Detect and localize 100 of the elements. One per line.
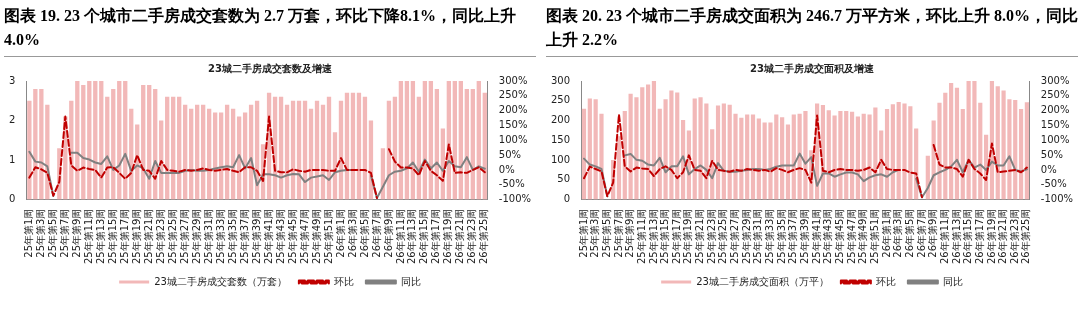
x-tick-label: 25年第49周 — [857, 208, 869, 264]
bar — [890, 104, 895, 200]
bar — [721, 103, 726, 200]
x-tick-label: 26年第21周 — [454, 208, 466, 264]
x-tick-label: 25年第47周 — [845, 208, 857, 264]
bar — [177, 96, 182, 200]
y-tick-label: 300 — [550, 74, 571, 86]
x-tick-label: 26年第23周 — [1008, 208, 1020, 264]
x-tick-label: 25年第9周 — [624, 208, 636, 258]
y-tick-label: 3 — [8, 74, 16, 86]
y2-tick-label: -100% — [498, 193, 532, 205]
y-tick-label: 2 — [8, 114, 16, 126]
x-tick-label: 25年第45周 — [286, 208, 298, 264]
bar — [1024, 102, 1029, 200]
x-tick-label: 26年第1周 — [334, 208, 346, 258]
legend-label: 环比 — [333, 275, 354, 287]
legend-label: 同比 — [400, 275, 421, 287]
x-tick-label: 25年第7周 — [58, 208, 70, 258]
x-tick-label: 26年第3周 — [892, 208, 904, 258]
x-tick-label: 25年第3周 — [589, 208, 601, 258]
x-tick-label: 26年第15周 — [962, 208, 974, 264]
bar — [581, 108, 587, 200]
y2-tick-label: 100% — [1040, 133, 1070, 145]
bar — [404, 81, 410, 200]
y2-tick-label: 250% — [498, 89, 528, 101]
x-tick-label: 25年第1周 — [577, 208, 589, 258]
bar — [646, 84, 651, 200]
x-tick-label: 25年第31周 — [202, 208, 214, 264]
x-tick-label: 26年第11周 — [938, 208, 950, 264]
x-tick-label: 25年第25周 — [717, 208, 729, 264]
x-tick-label: 25年第17周 — [118, 208, 130, 264]
y2-tick-label: 200% — [1040, 104, 1070, 116]
x-tick-label: 25年第13周 — [94, 208, 106, 264]
x-tick-label: 25年第29周 — [740, 208, 752, 264]
chart-title: 图表 19. 23 个城市二手房成交套数为 2.7 万套，环比下降8.1%，同比上升 4.0% — [4, 0, 536, 57]
x-tick-label: 25年第23周 — [154, 208, 166, 264]
x-tick-label: 25年第47周 — [298, 208, 310, 264]
x-tick-label: 26年第15周 — [418, 208, 430, 264]
legend-label: 23城二手房成交面积（万平） — [696, 275, 829, 287]
x-tick-label: 25年第41周 — [262, 208, 274, 264]
x-tick-label: 26年第9周 — [927, 208, 939, 258]
x-tick-label: 25年第33周 — [764, 208, 776, 264]
bar — [849, 111, 855, 200]
x-tick-label: 25年第19周 — [130, 208, 142, 264]
x-tick-label: 25年第15周 — [106, 208, 118, 264]
x-tick-label: 26年第5周 — [358, 208, 370, 258]
y2-tick-label: -50% — [498, 178, 525, 190]
x-tick-label: 25年第13周 — [647, 208, 659, 264]
x-tick-label: 26年第19周 — [985, 208, 997, 264]
x-tick-label: 25年第1周 — [22, 208, 34, 258]
x-tick-label: 26年第25周 — [478, 208, 490, 264]
x-tick-label: 26年第9周 — [382, 208, 394, 258]
x-tick-label: 26年第7周 — [370, 208, 382, 258]
y2-tick-label: 0% — [498, 163, 515, 175]
y-tick-label: 0 — [563, 193, 571, 205]
y2-tick-label: 150% — [498, 119, 528, 131]
x-tick-label: 25年第3周 — [34, 208, 46, 258]
y2-tick-label: 100% — [498, 133, 528, 145]
bar — [780, 117, 785, 200]
y2-tick-label: 50% — [1040, 148, 1064, 160]
y2-tick-label: 0% — [1040, 163, 1057, 175]
legend-label: 同比 — [942, 275, 963, 287]
x-tick-label: 25年第51周 — [868, 208, 880, 264]
x-tick-label: 25年第35周 — [775, 208, 787, 264]
y-tick-label: 250 — [550, 94, 571, 106]
bar — [350, 92, 356, 200]
y-tick-label: 1 — [8, 153, 16, 165]
bar — [476, 81, 481, 200]
x-tick-label: 25年第15周 — [659, 208, 671, 264]
y2-tick-label: 200% — [498, 104, 528, 116]
y-tick-label: 150 — [550, 133, 571, 145]
bar — [750, 114, 756, 200]
x-tick-label: 25年第33周 — [214, 208, 226, 264]
x-tick-label: 25年第39周 — [250, 208, 262, 264]
y2-tick-label: 300% — [1040, 74, 1070, 86]
bar — [745, 114, 750, 200]
x-tick-label: 25年第39周 — [799, 208, 811, 264]
y2-tick-label: 250% — [1040, 89, 1070, 101]
x-tick-label: 26年第17周 — [973, 208, 985, 264]
x-tick-label: 25年第5周 — [46, 208, 58, 258]
x-tick-label: 26年第23周 — [466, 208, 478, 264]
x-tick-label: 26年第1周 — [880, 208, 892, 258]
x-tick-label: 26年第19周 — [442, 208, 454, 264]
y2-tick-label: -100% — [1040, 193, 1074, 205]
x-tick-label: 25年第9周 — [70, 208, 82, 258]
bar — [616, 136, 622, 200]
x-tick-label: 25年第51周 — [322, 208, 334, 264]
x-tick-label: 25年第11周 — [82, 208, 94, 264]
y2-tick-label: -50% — [1040, 178, 1067, 190]
x-tick-label: 25年第7周 — [612, 208, 624, 258]
x-tick-label: 26年第7周 — [915, 208, 927, 258]
x-tick-label: 26年第5周 — [903, 208, 915, 258]
x-tick-label: 25年第27周 — [729, 208, 741, 264]
y2-tick-label: 50% — [498, 148, 522, 160]
x-tick-label: 25年第43周 — [274, 208, 286, 264]
x-tick-label: 25年第17周 — [670, 208, 682, 264]
x-tick-label: 26年第13周 — [950, 208, 962, 264]
bar — [949, 82, 954, 200]
x-tick-label: 25年第41周 — [810, 208, 822, 264]
bar — [482, 92, 487, 200]
